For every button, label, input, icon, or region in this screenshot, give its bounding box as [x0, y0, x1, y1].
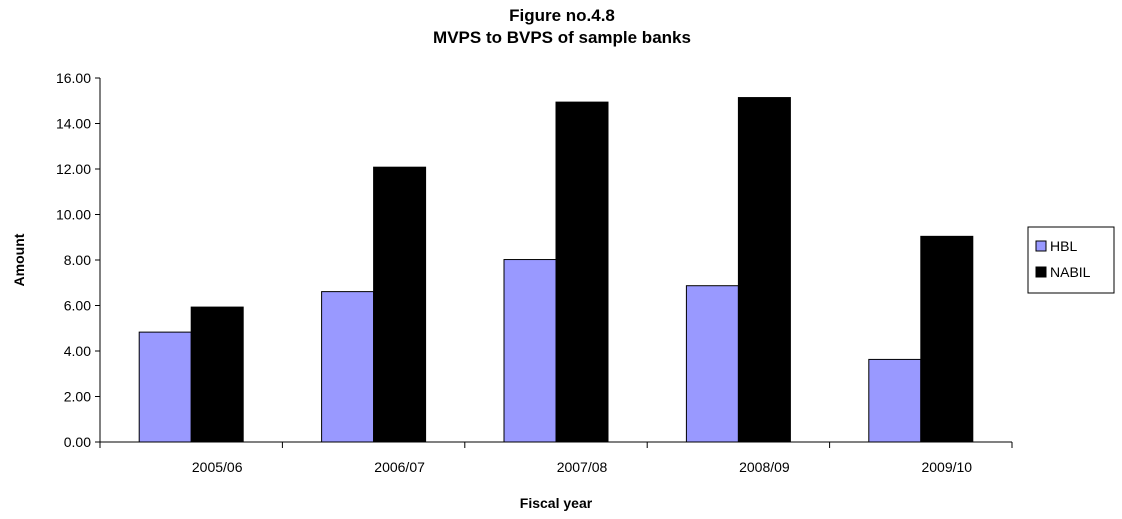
- plot-area: 0.00 2.00 4.00 6.00 8.00 10.00 12.00 14.00 16.00…: [56, 70, 1013, 475]
- bar-hbl-2007-08: [503, 259, 557, 443]
- y-tick-label: 2.00: [64, 389, 91, 405]
- legend: HBL NABIL: [1027, 226, 1115, 294]
- bar-hbl-2006-07: [321, 291, 375, 443]
- x-tick-label: 2005/06: [192, 459, 243, 475]
- bar-hbl-2008-09: [685, 285, 739, 443]
- y-tick-label: 16.00: [56, 70, 91, 86]
- y-tick-label: 10.00: [56, 207, 91, 223]
- chart-title: Figure no.4.8: [509, 6, 615, 25]
- legend-box: [1027, 226, 1115, 294]
- bar-nabil-2008-09: [737, 97, 791, 443]
- x-tick-label: 2009/10: [921, 459, 972, 475]
- legend-label-nabil: NABIL: [1050, 264, 1091, 280]
- bar-nabil-2006-07: [373, 166, 427, 443]
- y-tick-label: 8.00: [64, 252, 91, 268]
- y-tick-label: 4.00: [64, 343, 91, 359]
- bar-nabil-2005-06: [190, 306, 244, 443]
- x-tick-label: 2008/09: [739, 459, 790, 475]
- legend-label-hbl: HBL: [1050, 238, 1077, 254]
- chart-subtitle: MVPS to BVPS of sample banks: [433, 28, 691, 47]
- bar-nabil-2009-10: [920, 235, 974, 443]
- x-tick-label: 2007/08: [557, 459, 608, 475]
- legend-swatch-hbl: [1035, 240, 1047, 252]
- y-tick-label: 12.00: [56, 161, 91, 177]
- x-axis-title: Fiscal year: [520, 495, 593, 511]
- bar-hbl-2005-06: [138, 331, 192, 443]
- y-axis-title: Amount: [11, 233, 27, 286]
- legend-swatch-nabil: [1035, 266, 1047, 278]
- y-tick-label: 14.00: [56, 116, 91, 132]
- y-tick-label: 6.00: [64, 298, 91, 314]
- bar-nabil-2007-08: [555, 101, 609, 443]
- x-tick-label: 2006/07: [374, 459, 425, 475]
- y-tick-label: 0.00: [64, 434, 91, 450]
- bar-hbl-2009-10: [868, 358, 922, 443]
